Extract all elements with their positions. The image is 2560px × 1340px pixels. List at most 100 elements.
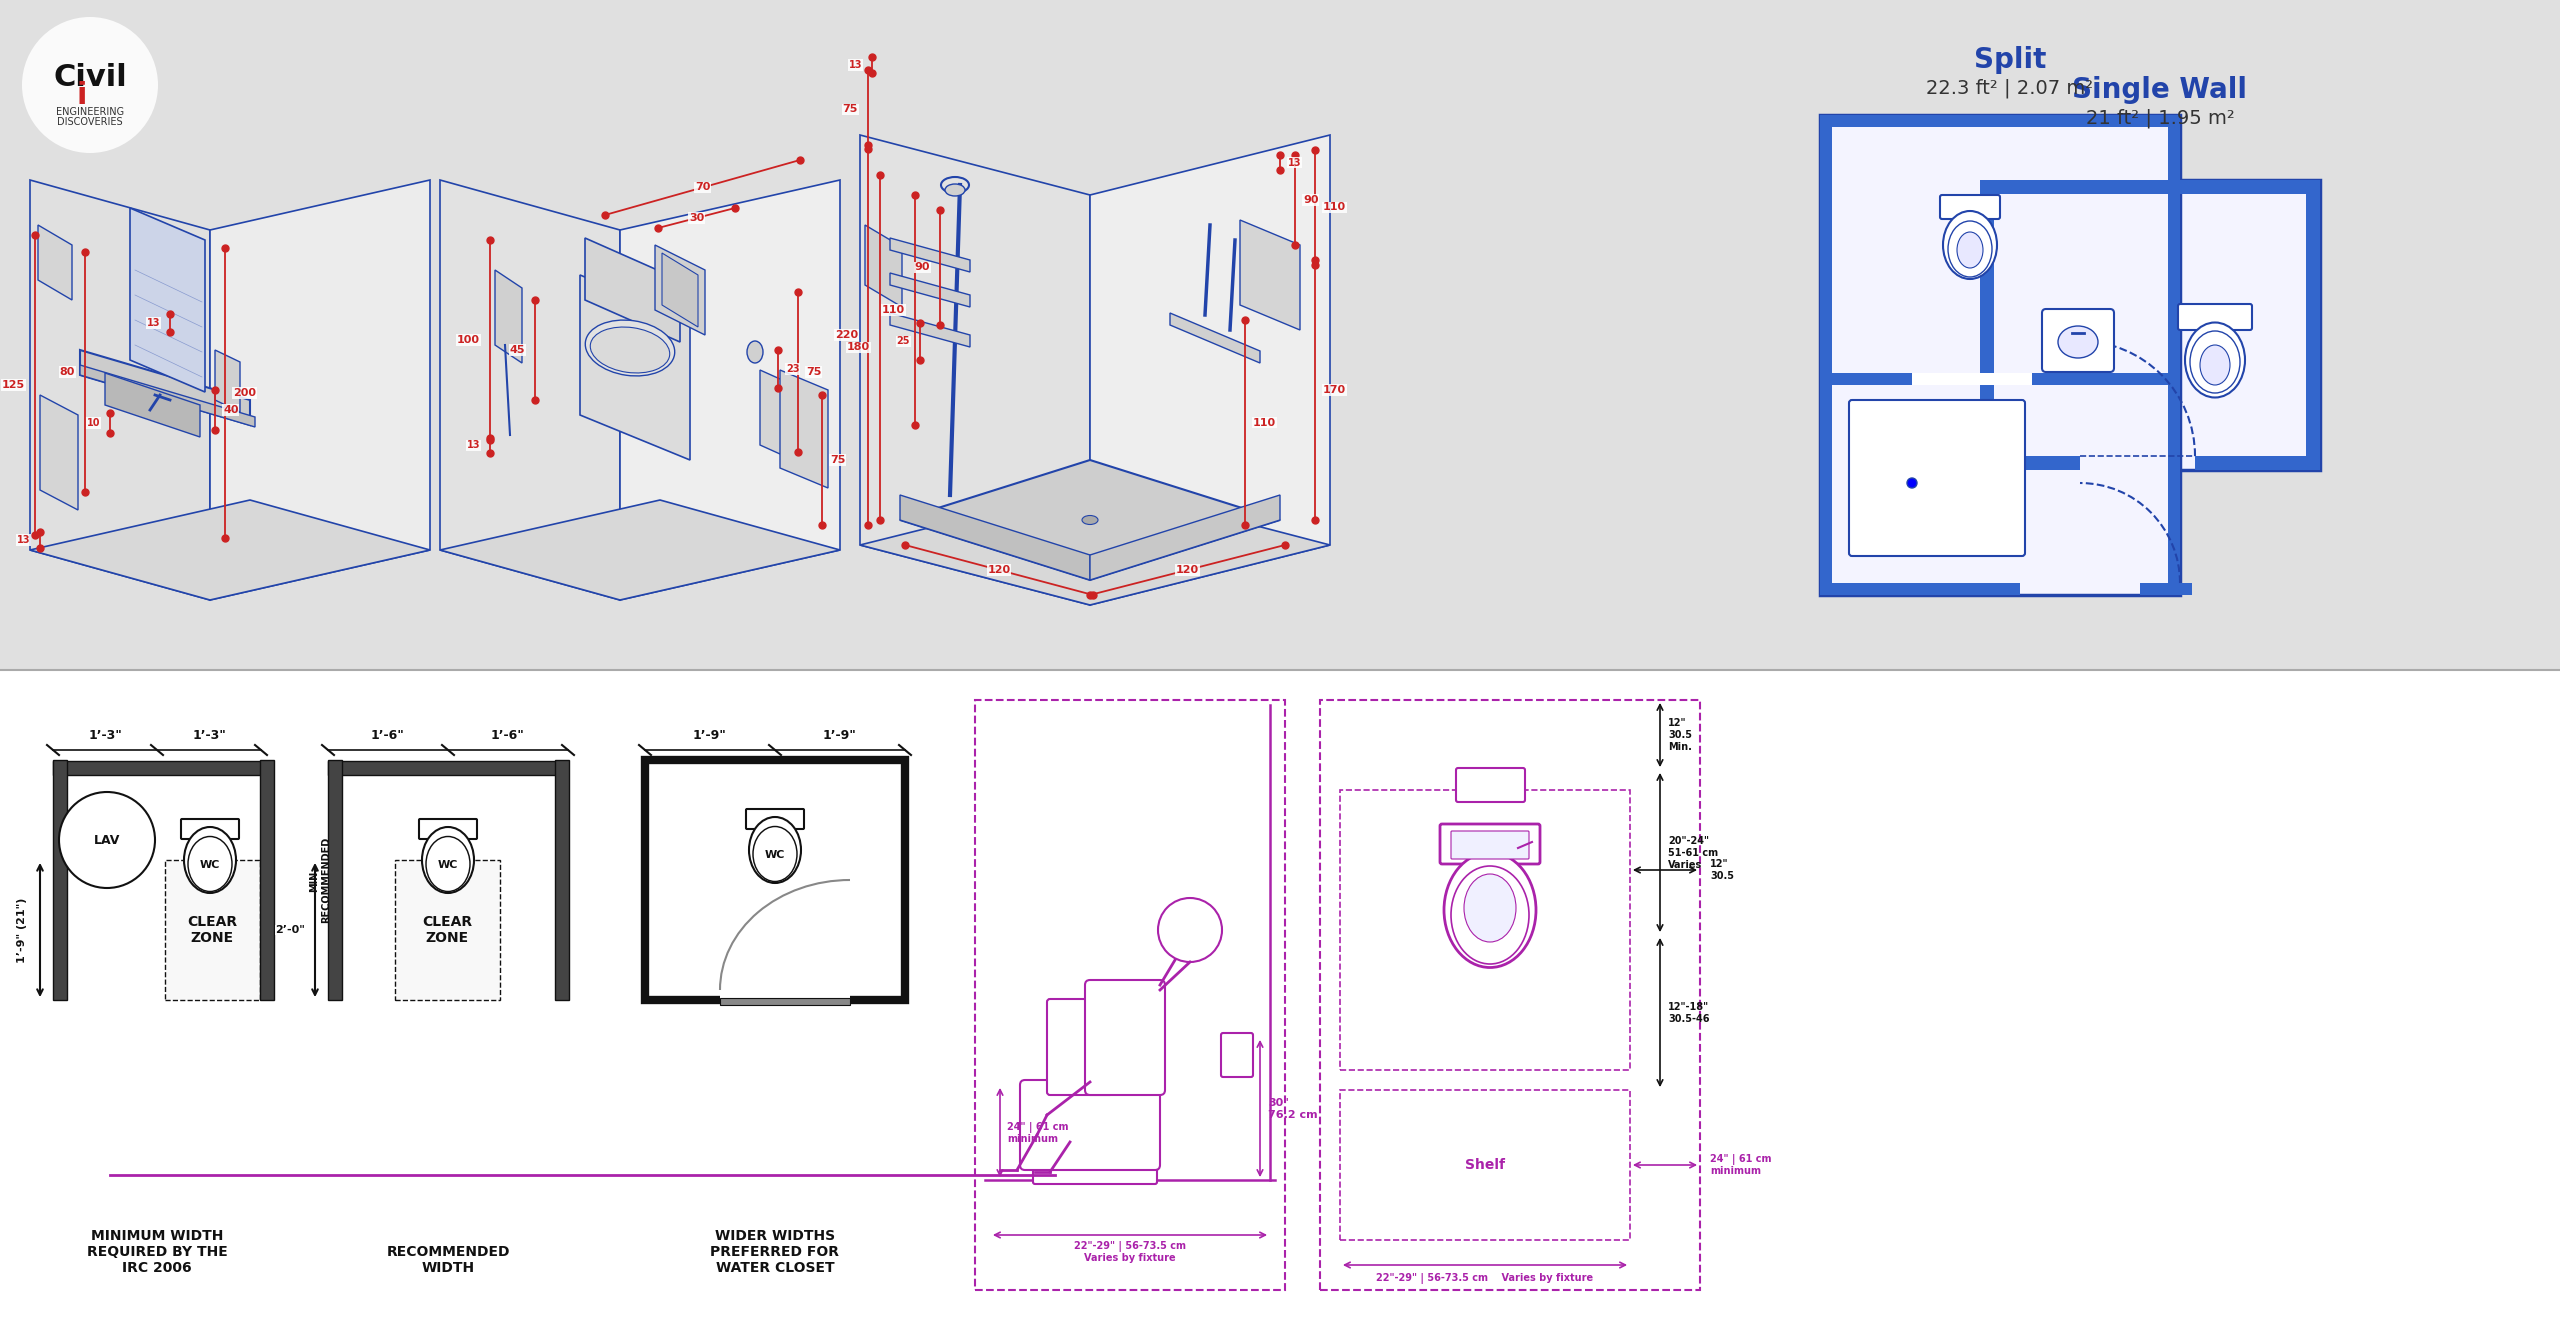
Text: LAV: LAV: [95, 833, 120, 847]
Text: 13: 13: [847, 60, 863, 70]
Text: 25: 25: [896, 336, 909, 347]
Ellipse shape: [187, 836, 233, 891]
Polygon shape: [0, 670, 2560, 1340]
Polygon shape: [891, 239, 970, 272]
FancyBboxPatch shape: [1457, 768, 1526, 803]
Circle shape: [1907, 478, 1917, 488]
Polygon shape: [41, 395, 77, 511]
Text: WIDER WIDTHS
PREFERRED FOR
WATER CLOSET: WIDER WIDTHS PREFERRED FOR WATER CLOSET: [712, 1229, 840, 1274]
Ellipse shape: [2186, 323, 2245, 398]
Ellipse shape: [1464, 874, 1516, 942]
Polygon shape: [1091, 135, 1331, 604]
Text: 100: 100: [458, 335, 481, 344]
Polygon shape: [79, 350, 251, 425]
Text: 13: 13: [466, 441, 481, 450]
Text: MIN.
RECOMMENDED: MIN. RECOMMENDED: [310, 838, 330, 923]
Text: 1’-9": 1’-9": [824, 729, 858, 742]
Text: CLEAR
ZONE: CLEAR ZONE: [187, 915, 238, 945]
Polygon shape: [901, 494, 1091, 580]
FancyBboxPatch shape: [719, 992, 850, 1002]
Text: 75: 75: [829, 456, 845, 465]
FancyBboxPatch shape: [2194, 456, 2319, 470]
FancyBboxPatch shape: [1848, 401, 2025, 556]
Polygon shape: [865, 225, 901, 307]
Text: 90: 90: [1303, 196, 1318, 205]
Circle shape: [59, 792, 156, 888]
FancyBboxPatch shape: [164, 860, 261, 1000]
Ellipse shape: [753, 827, 796, 882]
FancyBboxPatch shape: [1833, 373, 2168, 385]
Text: 120: 120: [1175, 565, 1198, 575]
Ellipse shape: [2199, 344, 2230, 385]
Circle shape: [23, 17, 159, 153]
Polygon shape: [105, 373, 200, 437]
Text: 24" | 61 cm
minimum: 24" | 61 cm minimum: [1710, 1154, 1772, 1177]
Text: 200: 200: [233, 389, 256, 398]
Polygon shape: [581, 275, 691, 460]
Text: Shelf: Shelf: [1464, 1158, 1505, 1172]
Ellipse shape: [2058, 326, 2099, 358]
Ellipse shape: [748, 340, 763, 363]
FancyBboxPatch shape: [1979, 456, 2079, 470]
Text: 12"-18"
30.5-46: 12"-18" 30.5-46: [1669, 1002, 1710, 1024]
FancyBboxPatch shape: [1321, 699, 1700, 1290]
FancyBboxPatch shape: [1912, 373, 2033, 385]
FancyBboxPatch shape: [1940, 196, 1999, 218]
FancyBboxPatch shape: [54, 761, 274, 775]
FancyBboxPatch shape: [1820, 115, 2181, 127]
Text: 120: 120: [988, 565, 1011, 575]
Text: 13: 13: [1288, 158, 1300, 168]
Text: 110: 110: [881, 306, 906, 315]
Text: CLEAR
ZONE: CLEAR ZONE: [422, 915, 471, 945]
Polygon shape: [131, 208, 205, 393]
FancyBboxPatch shape: [420, 819, 476, 839]
Ellipse shape: [586, 320, 676, 377]
Text: 12"
30.5: 12" 30.5: [1710, 859, 1733, 880]
FancyBboxPatch shape: [54, 760, 67, 1000]
FancyBboxPatch shape: [1221, 1033, 1252, 1077]
FancyBboxPatch shape: [2179, 304, 2253, 330]
Polygon shape: [901, 460, 1280, 580]
Ellipse shape: [1452, 866, 1528, 963]
Text: RECOMMENDED
WIDTH: RECOMMENDED WIDTH: [387, 1245, 509, 1274]
Ellipse shape: [184, 827, 236, 892]
Polygon shape: [31, 180, 210, 600]
Text: Single Wall: Single Wall: [2074, 76, 2248, 105]
FancyBboxPatch shape: [1339, 791, 1631, 1071]
Text: 10: 10: [87, 418, 100, 427]
Text: 1’-6": 1’-6": [492, 729, 525, 742]
Text: 22"-29" | 56-73.5 cm    Varies by fixture: 22"-29" | 56-73.5 cm Varies by fixture: [1377, 1273, 1592, 1284]
Text: 220: 220: [835, 330, 858, 340]
Text: 1’-3": 1’-3": [87, 729, 123, 742]
FancyBboxPatch shape: [645, 760, 906, 1000]
Text: 24" | 61 cm
minimum: 24" | 61 cm minimum: [1006, 1122, 1068, 1144]
Text: 70: 70: [694, 182, 709, 193]
FancyBboxPatch shape: [1979, 180, 1994, 470]
Polygon shape: [31, 500, 430, 600]
Text: i: i: [77, 80, 87, 110]
FancyBboxPatch shape: [261, 760, 274, 1000]
FancyBboxPatch shape: [556, 760, 568, 1000]
Polygon shape: [494, 269, 522, 363]
Polygon shape: [1170, 314, 1260, 363]
Polygon shape: [891, 273, 970, 307]
Polygon shape: [663, 253, 699, 327]
Text: 90: 90: [914, 263, 929, 272]
Text: WC: WC: [200, 860, 220, 870]
Polygon shape: [760, 370, 799, 464]
Text: WC: WC: [438, 860, 458, 870]
Polygon shape: [891, 314, 970, 347]
Ellipse shape: [1943, 210, 1997, 279]
FancyBboxPatch shape: [2307, 180, 2319, 470]
FancyBboxPatch shape: [1085, 980, 1165, 1095]
Polygon shape: [781, 370, 827, 488]
Ellipse shape: [945, 184, 965, 196]
Ellipse shape: [425, 836, 471, 891]
FancyBboxPatch shape: [745, 809, 804, 829]
Polygon shape: [215, 350, 241, 411]
FancyBboxPatch shape: [1047, 1000, 1114, 1095]
FancyBboxPatch shape: [328, 761, 568, 775]
Text: 80: 80: [59, 367, 74, 377]
Polygon shape: [1239, 220, 1300, 330]
FancyBboxPatch shape: [1979, 180, 2319, 470]
